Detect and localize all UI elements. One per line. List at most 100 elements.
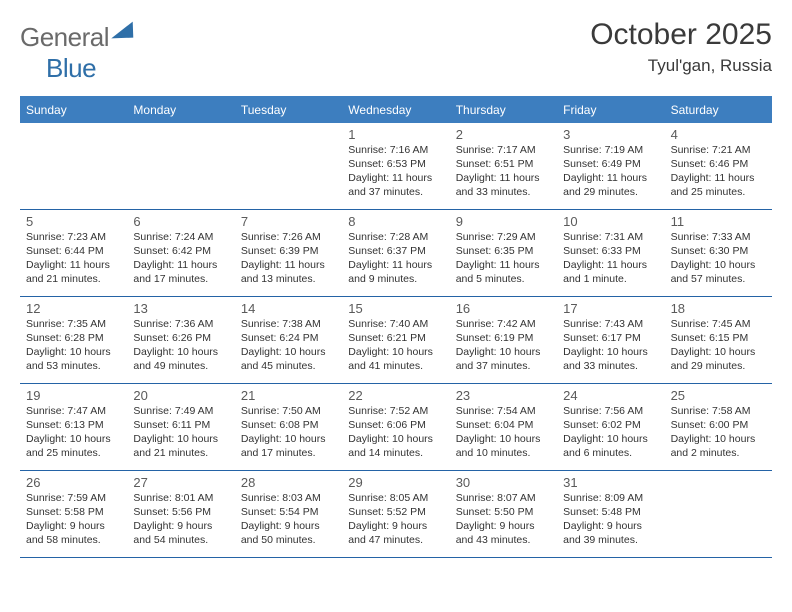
sunset-text: Sunset: 6:17 PM xyxy=(563,332,658,346)
day-cell-empty xyxy=(127,123,234,209)
day-number: 24 xyxy=(563,388,658,403)
sunrise-text: Sunrise: 7:52 AM xyxy=(348,405,443,419)
daylight-text: and 1 minute. xyxy=(563,273,658,287)
day-number: 27 xyxy=(133,475,228,490)
header-row: GeneralBlue October 2025 Tyul'gan, Russi… xyxy=(20,18,772,84)
day-cell: 20Sunrise: 7:49 AMSunset: 6:11 PMDayligh… xyxy=(127,384,234,470)
sunset-text: Sunset: 6:15 PM xyxy=(671,332,766,346)
day-number: 10 xyxy=(563,214,658,229)
day-number: 11 xyxy=(671,214,766,229)
day-number: 15 xyxy=(348,301,443,316)
day-cell: 16Sunrise: 7:42 AMSunset: 6:19 PMDayligh… xyxy=(450,297,557,383)
sunrise-text: Sunrise: 8:01 AM xyxy=(133,492,228,506)
day-number: 4 xyxy=(671,127,766,142)
sunrise-text: Sunrise: 7:23 AM xyxy=(26,231,121,245)
day-cell: 9Sunrise: 7:29 AMSunset: 6:35 PMDaylight… xyxy=(450,210,557,296)
day-cell: 22Sunrise: 7:52 AMSunset: 6:06 PMDayligh… xyxy=(342,384,449,470)
sunrise-text: Sunrise: 7:16 AM xyxy=(348,144,443,158)
daylight-text: and 25 minutes. xyxy=(671,186,766,200)
sunset-text: Sunset: 6:02 PM xyxy=(563,419,658,433)
sunrise-text: Sunrise: 7:28 AM xyxy=(348,231,443,245)
day-number: 23 xyxy=(456,388,551,403)
day-number: 2 xyxy=(456,127,551,142)
day-number: 8 xyxy=(348,214,443,229)
title-block: October 2025 Tyul'gan, Russia xyxy=(590,18,772,76)
day-cell: 27Sunrise: 8:01 AMSunset: 5:56 PMDayligh… xyxy=(127,471,234,557)
daylight-text: and 50 minutes. xyxy=(241,534,336,548)
day-number: 1 xyxy=(348,127,443,142)
day-number: 29 xyxy=(348,475,443,490)
sunset-text: Sunset: 6:21 PM xyxy=(348,332,443,346)
week-row: 19Sunrise: 7:47 AMSunset: 6:13 PMDayligh… xyxy=(20,384,772,471)
sunset-text: Sunset: 6:39 PM xyxy=(241,245,336,259)
sunset-text: Sunset: 6:06 PM xyxy=(348,419,443,433)
daylight-text: and 54 minutes. xyxy=(133,534,228,548)
day-number: 30 xyxy=(456,475,551,490)
day-cell: 21Sunrise: 7:50 AMSunset: 6:08 PMDayligh… xyxy=(235,384,342,470)
daylight-text: and 39 minutes. xyxy=(563,534,658,548)
daylight-text: Daylight: 11 hours xyxy=(348,172,443,186)
day-cell: 15Sunrise: 7:40 AMSunset: 6:21 PMDayligh… xyxy=(342,297,449,383)
daylight-text: and 33 minutes. xyxy=(456,186,551,200)
day-number: 9 xyxy=(456,214,551,229)
week-row: 26Sunrise: 7:59 AMSunset: 5:58 PMDayligh… xyxy=(20,471,772,558)
day-cell: 1Sunrise: 7:16 AMSunset: 6:53 PMDaylight… xyxy=(342,123,449,209)
day-cell: 14Sunrise: 7:38 AMSunset: 6:24 PMDayligh… xyxy=(235,297,342,383)
sunrise-text: Sunrise: 8:05 AM xyxy=(348,492,443,506)
day-cell: 10Sunrise: 7:31 AMSunset: 6:33 PMDayligh… xyxy=(557,210,664,296)
day-number: 26 xyxy=(26,475,121,490)
daylight-text: and 5 minutes. xyxy=(456,273,551,287)
day-cell: 7Sunrise: 7:26 AMSunset: 6:39 PMDaylight… xyxy=(235,210,342,296)
daylight-text: and 17 minutes. xyxy=(241,447,336,461)
weekday-header-row: Sunday Monday Tuesday Wednesday Thursday… xyxy=(20,98,772,123)
sunrise-text: Sunrise: 7:43 AM xyxy=(563,318,658,332)
day-number: 16 xyxy=(456,301,551,316)
sunset-text: Sunset: 6:49 PM xyxy=(563,158,658,172)
daylight-text: and 9 minutes. xyxy=(348,273,443,287)
day-number: 25 xyxy=(671,388,766,403)
daylight-text: Daylight: 11 hours xyxy=(671,172,766,186)
sunset-text: Sunset: 6:28 PM xyxy=(26,332,121,346)
sunrise-text: Sunrise: 7:26 AM xyxy=(241,231,336,245)
sunset-text: Sunset: 6:26 PM xyxy=(133,332,228,346)
daylight-text: and 2 minutes. xyxy=(671,447,766,461)
daylight-text: Daylight: 11 hours xyxy=(133,259,228,273)
sunrise-text: Sunrise: 7:42 AM xyxy=(456,318,551,332)
daylight-text: and 14 minutes. xyxy=(348,447,443,461)
sunset-text: Sunset: 6:35 PM xyxy=(456,245,551,259)
week-row: 5Sunrise: 7:23 AMSunset: 6:44 PMDaylight… xyxy=(20,210,772,297)
daylight-text: Daylight: 9 hours xyxy=(563,520,658,534)
day-number: 22 xyxy=(348,388,443,403)
logo-triangle-icon xyxy=(111,22,134,39)
sunset-text: Sunset: 5:52 PM xyxy=(348,506,443,520)
sunrise-text: Sunrise: 7:31 AM xyxy=(563,231,658,245)
daylight-text: Daylight: 10 hours xyxy=(241,346,336,360)
sunrise-text: Sunrise: 7:33 AM xyxy=(671,231,766,245)
calendar: Sunday Monday Tuesday Wednesday Thursday… xyxy=(20,96,772,558)
day-number: 12 xyxy=(26,301,121,316)
sunset-text: Sunset: 6:13 PM xyxy=(26,419,121,433)
sunrise-text: Sunrise: 7:17 AM xyxy=(456,144,551,158)
day-cell: 2Sunrise: 7:17 AMSunset: 6:51 PMDaylight… xyxy=(450,123,557,209)
weeks-container: 1Sunrise: 7:16 AMSunset: 6:53 PMDaylight… xyxy=(20,123,772,558)
day-cell-empty xyxy=(235,123,342,209)
sunset-text: Sunset: 6:04 PM xyxy=(456,419,551,433)
daylight-text: and 47 minutes. xyxy=(348,534,443,548)
day-number: 3 xyxy=(563,127,658,142)
sunset-text: Sunset: 6:44 PM xyxy=(26,245,121,259)
day-cell-empty xyxy=(20,123,127,209)
sunset-text: Sunset: 5:58 PM xyxy=(26,506,121,520)
sunrise-text: Sunrise: 7:21 AM xyxy=(671,144,766,158)
weekday-tuesday: Tuesday xyxy=(235,98,342,123)
daylight-text: Daylight: 11 hours xyxy=(563,172,658,186)
sunrise-text: Sunrise: 7:35 AM xyxy=(26,318,121,332)
day-cell: 28Sunrise: 8:03 AMSunset: 5:54 PMDayligh… xyxy=(235,471,342,557)
day-cell: 25Sunrise: 7:58 AMSunset: 6:00 PMDayligh… xyxy=(665,384,772,470)
logo: GeneralBlue xyxy=(20,18,133,84)
daylight-text: and 57 minutes. xyxy=(671,273,766,287)
sunrise-text: Sunrise: 8:07 AM xyxy=(456,492,551,506)
daylight-text: Daylight: 9 hours xyxy=(241,520,336,534)
daylight-text: Daylight: 11 hours xyxy=(26,259,121,273)
daylight-text: Daylight: 11 hours xyxy=(348,259,443,273)
sunrise-text: Sunrise: 7:54 AM xyxy=(456,405,551,419)
